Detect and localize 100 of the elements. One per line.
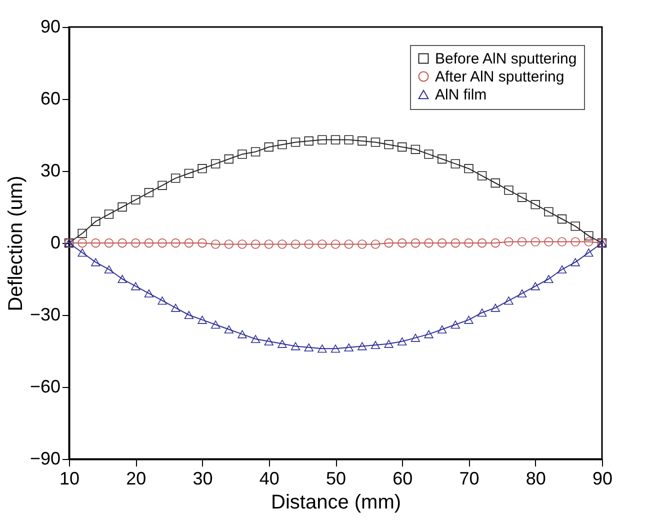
point <box>78 228 87 238</box>
point <box>544 274 554 284</box>
x-tick-label: 30 <box>192 468 213 488</box>
point <box>398 142 407 152</box>
point <box>584 248 594 257</box>
point <box>78 238 87 248</box>
point <box>171 238 180 248</box>
x-axis-title: Distance (mm) <box>270 492 402 514</box>
point <box>118 202 127 212</box>
point <box>131 238 140 248</box>
point <box>290 138 300 147</box>
point <box>184 310 194 320</box>
point <box>517 237 527 246</box>
point <box>278 140 287 150</box>
point <box>304 136 314 146</box>
y-tick-label: −90 <box>30 448 60 468</box>
point <box>570 258 580 266</box>
point <box>584 231 594 240</box>
legend-label: After AlN sputtering <box>435 68 564 86</box>
x-tick-label: 70 <box>459 468 480 488</box>
point <box>464 238 474 248</box>
point <box>131 195 140 204</box>
point <box>464 164 474 174</box>
point <box>384 340 394 348</box>
point <box>104 238 114 248</box>
point <box>158 180 167 190</box>
point <box>424 150 434 159</box>
point <box>344 135 354 144</box>
point <box>224 154 234 164</box>
x-tick-label: 20 <box>126 468 146 488</box>
point <box>464 316 474 324</box>
point <box>250 240 260 249</box>
point <box>104 210 114 219</box>
point <box>370 240 380 249</box>
x-tick-label: 80 <box>526 468 546 488</box>
point <box>490 304 500 312</box>
point <box>530 282 540 290</box>
point <box>570 222 580 231</box>
point <box>584 237 594 246</box>
y-tick-label: 90 <box>40 16 60 36</box>
point <box>398 337 407 346</box>
point <box>198 316 207 324</box>
point <box>330 344 340 353</box>
point <box>490 238 500 248</box>
point <box>344 343 354 352</box>
point <box>184 168 194 178</box>
point <box>78 248 87 257</box>
point <box>384 140 394 150</box>
point <box>477 171 487 180</box>
point <box>358 342 367 350</box>
point <box>304 343 314 352</box>
point <box>330 240 340 249</box>
point <box>358 240 367 249</box>
point <box>264 240 274 249</box>
point <box>250 334 260 344</box>
point <box>318 135 327 144</box>
point <box>238 240 247 249</box>
point <box>424 330 434 338</box>
point <box>504 186 514 195</box>
x-tick-label: 60 <box>392 468 413 488</box>
point <box>118 238 127 248</box>
x-tick-label: 10 <box>59 468 80 488</box>
point <box>517 192 527 202</box>
point <box>224 325 234 334</box>
point <box>91 216 100 226</box>
point <box>198 238 207 248</box>
point <box>290 342 300 350</box>
point <box>318 344 327 353</box>
point <box>278 240 287 249</box>
point <box>144 289 154 298</box>
point <box>544 207 554 216</box>
x-tick-label: 40 <box>259 468 280 488</box>
point <box>450 320 460 329</box>
point <box>91 258 100 266</box>
point <box>358 136 367 146</box>
legend-label: AlN film <box>435 86 487 104</box>
y-tick-label: −60 <box>30 376 60 396</box>
point <box>557 265 567 274</box>
point <box>438 325 447 334</box>
point <box>318 240 327 249</box>
point <box>438 154 447 164</box>
point <box>530 237 540 246</box>
point <box>530 200 540 210</box>
point <box>171 304 180 312</box>
x-tick-label: 50 <box>326 468 346 488</box>
point <box>158 296 167 305</box>
point <box>264 337 274 346</box>
point <box>450 159 460 168</box>
point <box>278 340 287 348</box>
x-tick-label: 90 <box>592 468 613 488</box>
point <box>144 188 154 198</box>
point <box>557 237 567 246</box>
point <box>91 238 100 248</box>
point <box>517 289 527 298</box>
y-tick-label: −30 <box>30 304 60 324</box>
point <box>384 238 394 248</box>
point <box>557 214 567 224</box>
point <box>104 265 114 274</box>
point <box>490 178 500 188</box>
point <box>210 240 220 249</box>
